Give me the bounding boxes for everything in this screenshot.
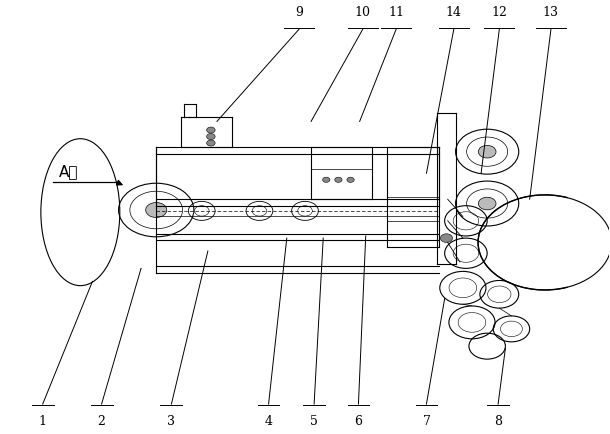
Text: 5: 5 xyxy=(310,414,318,427)
Text: 10: 10 xyxy=(354,6,371,19)
Circle shape xyxy=(440,234,453,243)
Text: 13: 13 xyxy=(543,6,559,19)
Circle shape xyxy=(146,203,167,218)
Circle shape xyxy=(335,178,342,183)
Text: 8: 8 xyxy=(494,414,502,427)
Text: 1: 1 xyxy=(38,414,47,427)
Circle shape xyxy=(478,198,496,210)
Circle shape xyxy=(207,134,215,140)
Text: 9: 9 xyxy=(295,6,303,19)
Text: 11: 11 xyxy=(388,6,404,19)
Text: A向: A向 xyxy=(59,164,79,179)
Text: 12: 12 xyxy=(492,6,508,19)
Text: 6: 6 xyxy=(354,414,362,427)
Text: 7: 7 xyxy=(423,414,431,427)
Text: 14: 14 xyxy=(446,6,462,19)
Circle shape xyxy=(478,146,496,158)
Circle shape xyxy=(323,178,330,183)
Circle shape xyxy=(207,128,215,134)
Text: 3: 3 xyxy=(167,414,176,427)
Circle shape xyxy=(207,141,215,147)
Text: 2: 2 xyxy=(98,414,106,427)
Circle shape xyxy=(347,178,354,183)
Text: 4: 4 xyxy=(265,414,273,427)
